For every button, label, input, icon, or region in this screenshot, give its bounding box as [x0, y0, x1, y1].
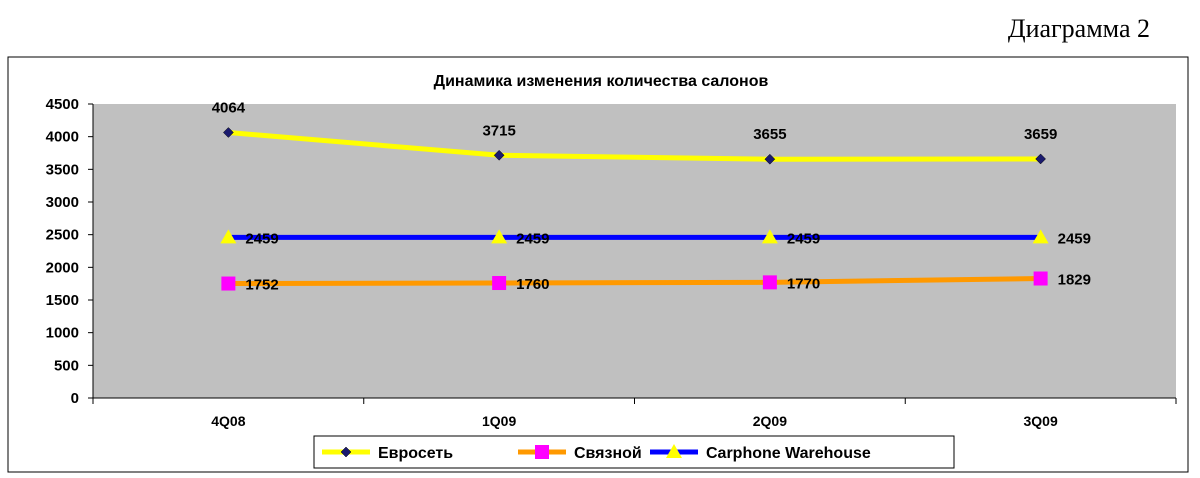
legend-marker: [666, 444, 682, 458]
x-tick-label: 4Q08: [211, 413, 245, 429]
y-tick-label: 1000: [46, 325, 79, 342]
x-tick-label: 1Q09: [482, 413, 516, 429]
data-point: [762, 275, 777, 290]
data-label: 3715: [482, 122, 515, 139]
diagram-caption: Диаграмма 2: [1007, 14, 1150, 43]
legend-label: Связной: [574, 445, 642, 462]
legend: Евросеть Связной Carphone Warehouse: [313, 435, 955, 469]
data-label: 2459: [245, 230, 278, 247]
y-tick-label: 0: [71, 390, 79, 407]
y-tick-label: 4500: [46, 96, 79, 113]
data-label: 2459: [787, 230, 820, 247]
data-point: [492, 276, 507, 291]
data-label: 4064: [212, 99, 246, 116]
legend-label: Евросеть: [378, 445, 453, 462]
series-line: [228, 129, 1041, 162]
data-label: 3655: [753, 126, 786, 143]
data-point: [493, 149, 505, 161]
data-point: [761, 229, 778, 244]
data-label: 2459: [516, 230, 549, 247]
data-point: [1032, 229, 1049, 244]
y-tick-label: 3500: [46, 161, 79, 178]
y-tick-label: 2500: [46, 227, 79, 244]
data-labels: 4064 3715 3655 3659 1752 1760 1770 1829 2459 2459…: [212, 99, 1091, 293]
data-label: 3659: [1024, 126, 1057, 143]
legend-marker: [340, 446, 352, 458]
data-point: [764, 153, 776, 165]
y-tick-label: 4000: [46, 129, 79, 146]
series-layer: [220, 127, 1049, 291]
legend-label: Carphone Warehouse: [706, 445, 871, 462]
x-tick-label: 2Q09: [753, 413, 787, 429]
x-tick-label: 3Q09: [1024, 413, 1058, 429]
axes: 0 500 1000 1500 2000 2500 3000 3500 4000 4500 4Q08…: [46, 96, 1177, 429]
data-label: 1760: [516, 276, 549, 293]
y-tick-label: 1500: [46, 292, 79, 309]
chart-title: Динамика изменения количества салонов: [434, 73, 769, 90]
data-point: [1033, 271, 1048, 286]
legend-box: [313, 435, 955, 469]
plot-area: [93, 104, 1176, 398]
data-point: [220, 229, 237, 244]
data-label: 1829: [1058, 272, 1091, 289]
data-label: 1752: [245, 277, 278, 294]
data-label: 1770: [787, 275, 820, 292]
data-point: [1035, 153, 1046, 165]
y-tick-label: 500: [54, 357, 79, 374]
data-point: [221, 276, 236, 291]
data-label: 2459: [1058, 230, 1091, 247]
series-line: [228, 276, 1041, 287]
y-tick-label: 2000: [46, 259, 79, 276]
data-point: [491, 229, 508, 244]
y-tick-label: 3000: [46, 194, 79, 211]
data-point: [223, 127, 234, 138]
legend-marker: [535, 445, 549, 459]
